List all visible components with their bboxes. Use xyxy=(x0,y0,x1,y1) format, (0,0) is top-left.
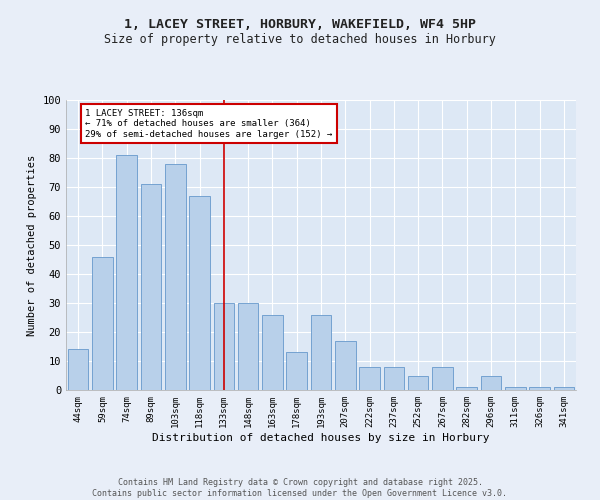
Bar xyxy=(92,256,113,390)
Bar xyxy=(286,352,307,390)
Text: 1 LACEY STREET: 136sqm
← 71% of detached houses are smaller (364)
29% of semi-de: 1 LACEY STREET: 136sqm ← 71% of detached… xyxy=(85,108,332,138)
Bar xyxy=(116,155,137,390)
Bar xyxy=(432,367,453,390)
Bar xyxy=(481,376,502,390)
Bar xyxy=(335,340,356,390)
Bar xyxy=(554,387,574,390)
Text: Size of property relative to detached houses in Horbury: Size of property relative to detached ho… xyxy=(104,32,496,46)
Bar xyxy=(457,387,477,390)
Bar xyxy=(68,350,88,390)
Bar xyxy=(408,376,428,390)
Bar xyxy=(359,367,380,390)
Bar xyxy=(262,314,283,390)
Bar xyxy=(311,314,331,390)
Y-axis label: Number of detached properties: Number of detached properties xyxy=(27,154,37,336)
X-axis label: Distribution of detached houses by size in Horbury: Distribution of detached houses by size … xyxy=(152,432,490,442)
Bar xyxy=(165,164,185,390)
Bar xyxy=(383,367,404,390)
Bar xyxy=(529,387,550,390)
Bar xyxy=(140,184,161,390)
Bar xyxy=(214,303,234,390)
Bar xyxy=(189,196,210,390)
Bar xyxy=(238,303,259,390)
Text: 1, LACEY STREET, HORBURY, WAKEFIELD, WF4 5HP: 1, LACEY STREET, HORBURY, WAKEFIELD, WF4… xyxy=(124,18,476,30)
Text: Contains HM Land Registry data © Crown copyright and database right 2025.
Contai: Contains HM Land Registry data © Crown c… xyxy=(92,478,508,498)
Bar xyxy=(505,387,526,390)
